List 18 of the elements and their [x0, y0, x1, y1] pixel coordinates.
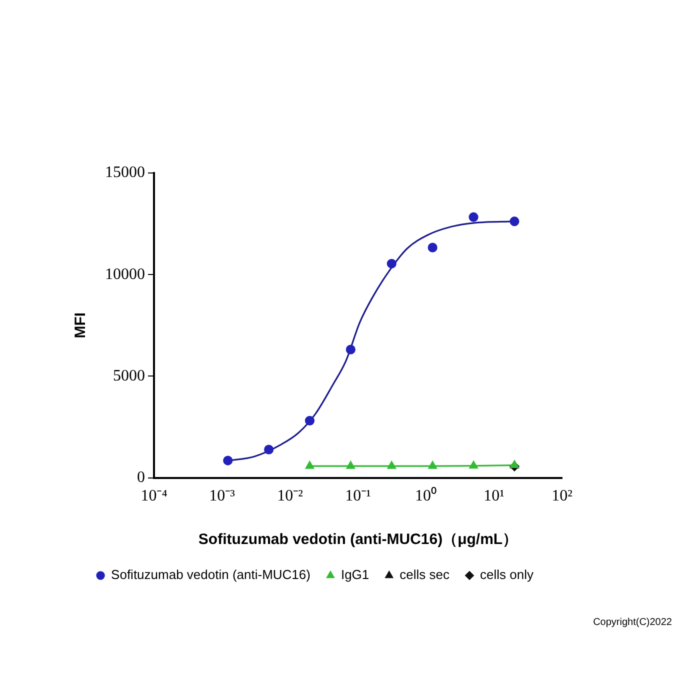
- legend-label: Sofituzumab vedotin (anti-MUC16): [111, 567, 310, 582]
- x-tick-label: 10²: [552, 488, 573, 505]
- y-tick-label: 0: [137, 469, 145, 486]
- legend-label: cells only: [480, 567, 534, 582]
- x-tick-label: 10¹: [484, 488, 505, 505]
- x-tick-label: 10⁻¹: [345, 488, 372, 505]
- y-axis-title: MFI: [72, 312, 90, 338]
- y-tick-label: 15000: [105, 164, 145, 182]
- text: Copyright(C)2022: [593, 616, 672, 628]
- legend-label: cells sec: [400, 567, 450, 582]
- x-tick-label: 10⁰: [415, 486, 437, 505]
- legend-label: IgG1: [340, 567, 370, 582]
- x-tick-label: 10⁻³: [209, 488, 236, 505]
- y-tick-label: 10000: [105, 266, 145, 283]
- x-tick-label: 10⁻²: [277, 488, 304, 505]
- x-axis-title: Sofituzumab vedotin (anti-MUC16)（μg/mL）: [198, 531, 518, 548]
- x-tick-label: 10⁻⁴: [140, 488, 168, 505]
- y-tick-label: 5000: [113, 367, 145, 384]
